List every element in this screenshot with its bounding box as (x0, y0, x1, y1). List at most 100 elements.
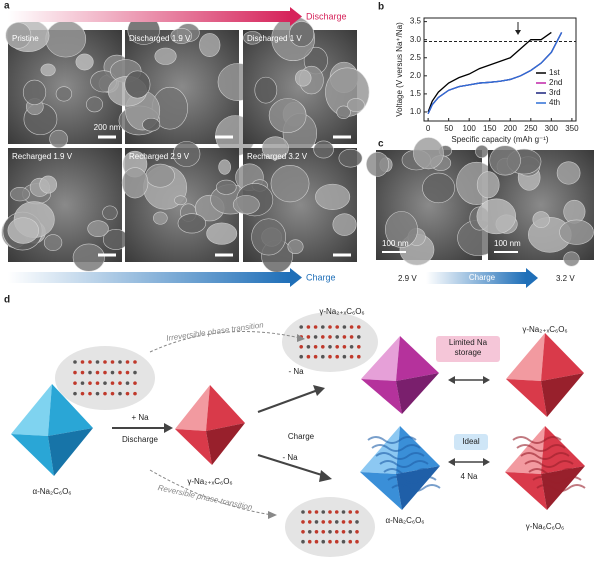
x-tick-label: 250 (524, 124, 538, 133)
voltage-label: 3.2 V (556, 274, 575, 283)
atom (307, 510, 312, 514)
atom (103, 360, 107, 364)
atom (349, 325, 354, 329)
atom (341, 520, 346, 524)
atom (95, 391, 100, 396)
particle (313, 140, 334, 159)
atom (341, 530, 346, 534)
crystal-face (396, 336, 439, 381)
particle (476, 198, 517, 235)
atom (299, 325, 304, 329)
arrow-head (319, 470, 332, 482)
atom (349, 335, 354, 339)
atom (342, 325, 347, 329)
arrow-head (483, 458, 490, 466)
atom (314, 539, 319, 544)
atom (95, 360, 100, 364)
legend-label: 1st (549, 68, 560, 77)
atom (328, 539, 332, 544)
crystal-face (396, 373, 439, 414)
particle (124, 70, 151, 99)
crystal-label: α-Na₂C₆O₆ (385, 516, 424, 525)
atom (355, 539, 359, 544)
particle (142, 117, 161, 132)
particle (215, 179, 237, 195)
particle (287, 239, 304, 255)
atom (349, 345, 354, 349)
arrow-head (290, 268, 302, 287)
crystal-ripple (524, 460, 574, 468)
crystal-face (361, 379, 402, 414)
image-caption: Recharged 2.9 V (129, 152, 190, 161)
atom (321, 539, 326, 544)
crystal-ripple (520, 452, 570, 460)
arrow-head (483, 376, 490, 384)
atom (335, 335, 340, 339)
crystal-ripple (379, 460, 429, 468)
ideal-label: Ideal (462, 437, 480, 446)
atom (299, 345, 304, 349)
particle (154, 47, 177, 65)
crystal-face (505, 472, 547, 510)
particle (170, 27, 193, 44)
atom (73, 370, 77, 375)
crystal-label: γ-Na₂₊ₓC₆O₆ (522, 325, 567, 334)
panel-label: a (4, 1, 10, 12)
atom (306, 345, 311, 349)
x-axis-label: Specific capacity (mAh g⁻¹) (451, 135, 548, 144)
atom (307, 520, 312, 524)
atom (335, 345, 340, 349)
particle (75, 53, 94, 71)
atom (301, 510, 305, 514)
atom (133, 360, 137, 364)
atom (88, 391, 92, 396)
crystal-face (506, 379, 547, 417)
panel-label: d (4, 295, 10, 306)
particle (315, 183, 351, 210)
image-caption: Discharged 1.9 V (129, 34, 191, 43)
step-label: - Na (282, 453, 298, 462)
atom (357, 325, 361, 329)
particle (243, 31, 262, 45)
panel-label: b (378, 2, 384, 13)
arrow (257, 454, 326, 477)
panel-label: c (378, 139, 384, 150)
atom (103, 370, 107, 375)
particle (40, 63, 56, 77)
arrow-head (297, 334, 305, 342)
atom (357, 354, 361, 359)
atom (301, 530, 305, 534)
crystal-face (506, 333, 545, 381)
crystal-ripple (516, 444, 566, 452)
atom (110, 360, 115, 364)
atom (103, 381, 107, 385)
atom (88, 381, 92, 385)
crystal-label: γ-Na₂₊ₓC₆O₆ (319, 307, 364, 316)
atom (321, 354, 325, 359)
particle (489, 145, 521, 176)
arrow-head (515, 30, 521, 35)
particle (43, 234, 63, 251)
atom (349, 354, 354, 359)
atom (313, 325, 318, 329)
particle (45, 20, 87, 58)
atom (133, 391, 137, 396)
atom (80, 360, 85, 364)
atom (88, 370, 92, 375)
label-box-text: Limited Na storage (449, 338, 487, 357)
crystal-face (48, 384, 93, 436)
crystal-ripple (512, 436, 562, 444)
particle (7, 217, 39, 244)
particle (5, 22, 32, 49)
particle (559, 219, 594, 245)
particle (332, 213, 357, 236)
particle (55, 86, 73, 102)
particle (261, 136, 289, 160)
x-tick-label: 350 (565, 124, 579, 133)
image-caption: Recharged 3.2 V (247, 152, 308, 161)
legend-label: 2nd (549, 78, 562, 87)
atom (348, 520, 353, 524)
scale-label: 200 nm (94, 123, 121, 132)
arrow-head (448, 376, 455, 384)
atom (110, 370, 115, 375)
